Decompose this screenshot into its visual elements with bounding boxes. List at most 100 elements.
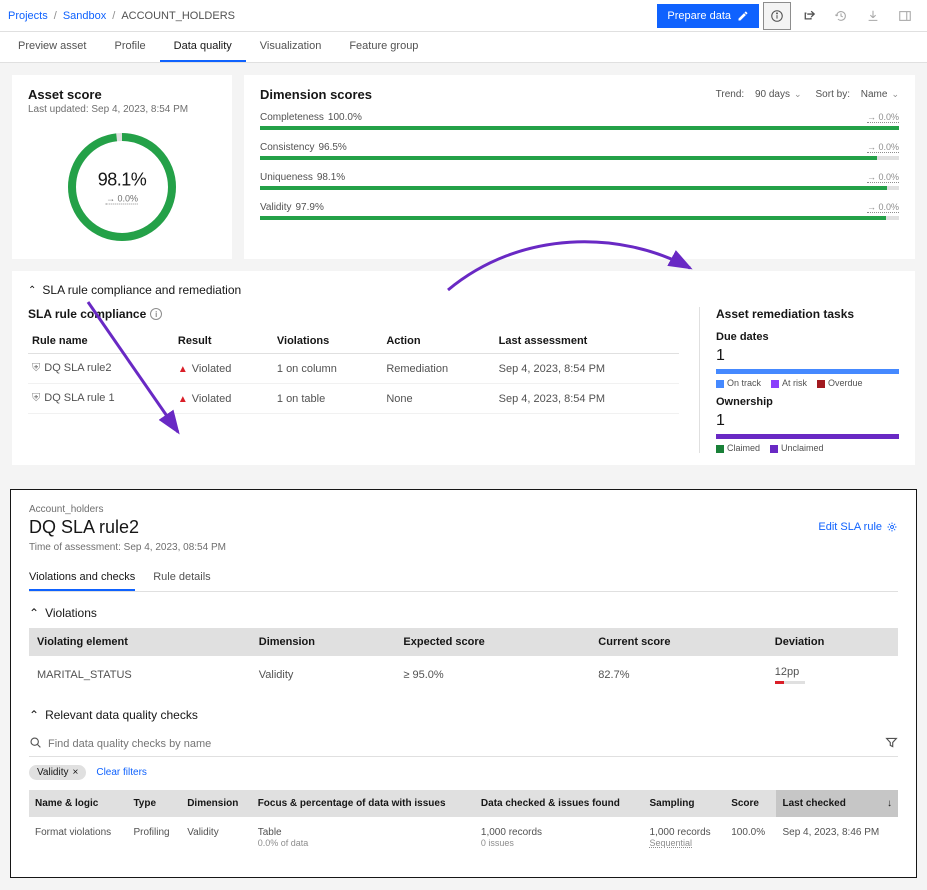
- check-name: Format violations: [29, 817, 127, 859]
- vcol-deviation: Deviation: [767, 628, 898, 656]
- top-bar: Projects / Sandbox / ACCOUNT_HOLDERS Pre…: [0, 0, 927, 32]
- detail-timestamp: Time of assessment: Sep 4, 2023, 08:54 P…: [29, 542, 898, 553]
- dimension-bar: [260, 216, 899, 220]
- info-button[interactable]: [763, 2, 791, 30]
- shield-icon: ⛨: [32, 362, 40, 374]
- tab-rule-details[interactable]: Rule details: [153, 565, 210, 591]
- dimension-scores-card: Dimension scores Trend: 90 days ⌄ Sort b…: [244, 75, 915, 259]
- ccol-type[interactable]: Type: [127, 790, 181, 817]
- tab-data-quality[interactable]: Data quality: [160, 32, 246, 62]
- main-content: Asset score Last updated: Sep 4, 2023, 8…: [0, 63, 927, 477]
- dimension-row: Validity 97.9%→ 0.0%: [260, 202, 899, 220]
- sla-result: ▲Violated: [174, 354, 273, 384]
- close-icon[interactable]: ×: [73, 767, 79, 778]
- dimension-value: 98.1%: [317, 172, 345, 183]
- violations-table: Violating element Dimension Expected sco…: [29, 628, 898, 694]
- breadcrumb-sandbox[interactable]: Sandbox: [63, 10, 106, 22]
- history-button[interactable]: [827, 2, 855, 30]
- due-dates-count: 1: [716, 347, 899, 365]
- violation-dimension: Validity: [251, 656, 396, 694]
- sort-selector[interactable]: Sort by: Name ⌄: [816, 89, 899, 100]
- sla-table: Rule name Result Violations Action Last …: [28, 329, 679, 414]
- remediation-tasks-panel: Asset remediation tasks Due dates 1 On t…: [699, 307, 899, 453]
- tab-feature-group[interactable]: Feature group: [335, 32, 432, 62]
- dimension-bar: [260, 186, 899, 190]
- chevron-down-icon: ⌄: [794, 89, 802, 100]
- sla-violations: 1 on column: [273, 354, 382, 384]
- info-icon[interactable]: i: [150, 308, 162, 320]
- asset-score-delta: → 0.0%: [106, 194, 138, 205]
- ccol-sampling[interactable]: Sampling: [644, 790, 726, 817]
- sla-last: Sep 4, 2023, 8:54 PM: [495, 354, 679, 384]
- validity-chip[interactable]: Validity ×: [29, 765, 86, 780]
- shield-icon: ⛨: [32, 392, 40, 404]
- sla-row[interactable]: ⛨DQ SLA rule 1▲Violated1 on tableNoneSep…: [28, 384, 679, 414]
- check-sampling: 1,000 recordsSequential: [644, 817, 726, 859]
- sla-col-result: Result: [174, 329, 273, 354]
- prepare-data-button[interactable]: Prepare data: [657, 4, 759, 28]
- tab-profile[interactable]: Profile: [100, 32, 159, 62]
- vcol-element: Violating element: [29, 628, 251, 656]
- tab-visualization[interactable]: Visualization: [246, 32, 336, 62]
- violation-deviation: 12pp: [767, 656, 898, 694]
- tab-violations-checks[interactable]: Violations and checks: [29, 565, 135, 591]
- checks-search-input[interactable]: [48, 738, 885, 750]
- filter-chips: Validity × Clear filters: [29, 765, 898, 780]
- panel-button[interactable]: [891, 2, 919, 30]
- remediation-tasks-title: Asset remediation tasks: [716, 307, 899, 321]
- breadcrumb-projects[interactable]: Projects: [8, 10, 48, 22]
- violation-row[interactable]: MARITAL_STATUS Validity ≥ 95.0% 82.7% 12…: [29, 656, 898, 694]
- check-row[interactable]: Format violations Profiling Validity Tab…: [29, 817, 898, 859]
- dimension-delta: → 0.0%: [867, 172, 899, 183]
- sla-col-action: Action: [382, 329, 494, 354]
- ccol-focus[interactable]: Focus & percentage of data with issues: [252, 790, 475, 817]
- dimension-delta: → 0.0%: [867, 112, 899, 123]
- tab-preview[interactable]: Preview asset: [4, 32, 100, 62]
- filter-icon[interactable]: [885, 736, 898, 752]
- dimension-row: Consistency 96.5%→ 0.0%: [260, 142, 899, 160]
- clear-filters-link[interactable]: Clear filters: [96, 767, 147, 778]
- trend-selector[interactable]: Trend: 90 days ⌄: [716, 89, 802, 100]
- warning-icon: ▲: [178, 394, 188, 405]
- legend-item: Claimed: [716, 443, 760, 453]
- deviation-bar: [775, 681, 805, 684]
- edit-sla-rule-link[interactable]: Edit SLA rule: [818, 521, 898, 533]
- vcol-dimension: Dimension: [251, 628, 396, 656]
- asset-score-updated: Last updated: Sep 4, 2023, 8:54 PM: [28, 104, 216, 115]
- detail-breadcrumb: Account_holders: [29, 504, 898, 515]
- dimension-scores-title: Dimension scores: [260, 87, 372, 102]
- breadcrumb-current: ACCOUNT_HOLDERS: [121, 10, 235, 22]
- ccol-last[interactable]: Last checked↓: [776, 790, 898, 817]
- ownership-count: 1: [716, 412, 899, 430]
- sla-violations: 1 on table: [273, 384, 382, 414]
- dimension-delta: → 0.0%: [867, 142, 899, 153]
- score-row: Asset score Last updated: Sep 4, 2023, 8…: [12, 75, 915, 259]
- ccol-dimension[interactable]: Dimension: [181, 790, 252, 817]
- due-dates-bar: [716, 369, 899, 374]
- dimension-name: Validity: [260, 202, 292, 213]
- check-last: Sep 4, 2023, 8:46 PM: [776, 817, 898, 859]
- share-button[interactable]: [795, 2, 823, 30]
- checks-title[interactable]: ⌃ Relevant data quality checks: [29, 708, 898, 722]
- dimension-rows: Completeness 100.0%→ 0.0%Consistency 96.…: [260, 112, 899, 220]
- ccol-data[interactable]: Data checked & issues found: [475, 790, 644, 817]
- vcol-expected: Expected score: [395, 628, 590, 656]
- checks-search-row: [29, 732, 898, 757]
- caret-icon: ⌃: [29, 606, 39, 620]
- violations-title[interactable]: ⌃ Violations: [29, 606, 898, 620]
- breadcrumb-sep: /: [54, 10, 57, 22]
- caret-icon: ⌃: [29, 708, 39, 722]
- dimension-value: 96.5%: [318, 142, 346, 153]
- sla-row[interactable]: ⛨DQ SLA rule2▲Violated1 on columnRemedia…: [28, 354, 679, 384]
- ccol-score[interactable]: Score: [725, 790, 776, 817]
- due-dates-legend: On trackAt riskOverdue: [716, 378, 899, 388]
- sla-section-title[interactable]: ⌃ SLA rule compliance and remediation: [28, 283, 899, 297]
- asset-tabs: Preview asset Profile Data quality Visua…: [0, 32, 927, 63]
- check-focus: Table0.0% of data: [252, 817, 475, 859]
- download-button[interactable]: [859, 2, 887, 30]
- asset-score-title: Asset score: [28, 87, 216, 102]
- ccol-name[interactable]: Name & logic: [29, 790, 127, 817]
- check-type: Profiling: [127, 817, 181, 859]
- dimension-bar: [260, 126, 899, 130]
- sla-col-violations: Violations: [273, 329, 382, 354]
